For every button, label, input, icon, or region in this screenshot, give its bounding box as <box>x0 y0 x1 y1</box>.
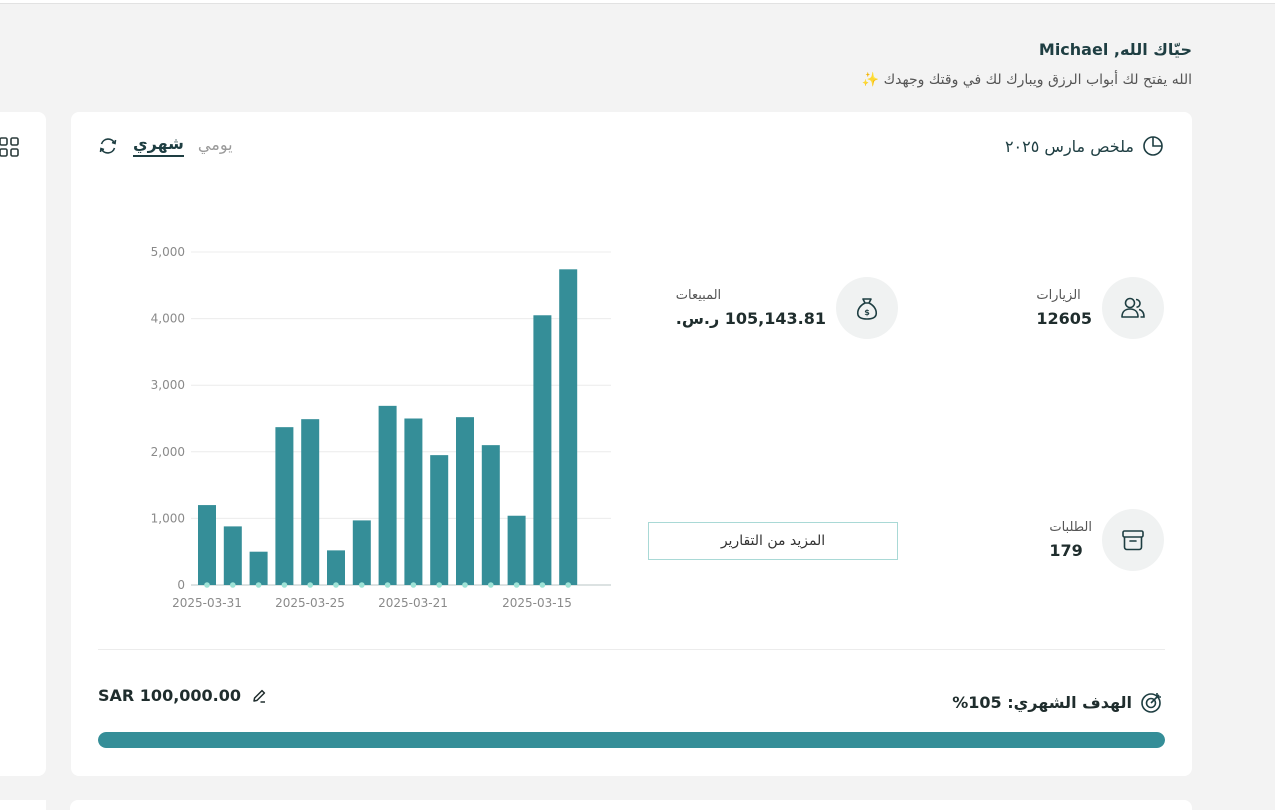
bar-marker <box>255 582 262 588</box>
chart-bar <box>481 445 500 585</box>
chart-bar <box>352 520 371 585</box>
chart-bar <box>275 427 294 585</box>
visits-icon-circle <box>1102 277 1164 339</box>
stat-sales: $ المبيعات 105,143.81 ر.س. <box>676 277 898 339</box>
x-tick-label: 2025-03-25 <box>275 596 345 610</box>
y-tick-label: 3,000 <box>151 378 185 392</box>
sales-label: المبيعات <box>675 288 722 303</box>
tab-daily[interactable]: يومي <box>197 135 233 154</box>
y-tick-label: 1,000 <box>151 511 185 525</box>
y-tick-label: 5,000 <box>151 245 185 259</box>
bar-marker <box>281 582 288 588</box>
archive-box-icon <box>1122 530 1144 551</box>
bar-marker <box>539 582 546 588</box>
chart-bar <box>223 526 242 585</box>
chart-bar <box>327 550 345 585</box>
pencil-icon[interactable] <box>251 688 267 704</box>
goal-progress-fill <box>98 732 1165 748</box>
chart-bar <box>430 455 449 585</box>
sales-value: 105,143.81 ر.س. <box>675 309 826 328</box>
bar-marker <box>488 582 494 588</box>
y-tick-label: 0 <box>177 578 185 592</box>
goal-progress-bar <box>98 732 1165 748</box>
stat-orders: الطلبات 179 <box>1049 509 1164 571</box>
y-tick-label: 2,000 <box>151 445 185 459</box>
orders-label: الطلبات <box>1049 520 1092 535</box>
bar-marker <box>513 582 520 588</box>
summary-card: ملخص مارس ٢٠٢٥ شهري يومي الزيارات 12605 <box>71 112 1192 776</box>
greeting-title: حيّاك الله, Michael <box>1038 40 1192 59</box>
bar-marker <box>410 582 417 588</box>
visits-value: 12605 <box>1036 309 1092 328</box>
target-icon <box>1141 693 1161 713</box>
orders-icon-circle <box>1102 509 1164 571</box>
sales-icon-circle: $ <box>836 277 898 339</box>
chart-bar <box>249 551 268 585</box>
x-tick-label: 2025-03-15 <box>502 596 572 610</box>
x-tick-label: 2025-03-31 <box>172 596 242 610</box>
sales-bar-chart: 0 1,000 2,000 3,000 4,000 5,000 2025-03-31 2025… <box>151 245 611 610</box>
tab-monthly[interactable]: شهري <box>133 134 184 157</box>
next-side-card-edge <box>0 800 46 810</box>
bar-marker <box>384 582 391 588</box>
chart-bar <box>301 419 320 585</box>
chart-bar <box>378 405 397 585</box>
bar-marker <box>359 582 365 588</box>
monthly-goal-row: الهدف الشهري: 105% <box>952 690 1164 714</box>
side-card <box>0 112 46 776</box>
target-amount-row: SAR 100,000.00 <box>98 686 267 705</box>
pie-chart-icon <box>1143 136 1163 156</box>
chart-bar <box>533 315 552 585</box>
chart-bar <box>198 505 216 585</box>
grid-icon[interactable] <box>0 136 20 158</box>
chart-bar <box>404 418 423 585</box>
bar-marker <box>307 582 313 588</box>
bar-marker <box>565 582 571 588</box>
bar-marker <box>436 582 443 588</box>
orders-value: 179 <box>1049 541 1083 560</box>
users-icon <box>1121 297 1145 318</box>
next-card-edge <box>70 800 1192 810</box>
chart-bar <box>559 269 578 585</box>
x-tick-label: 2025-03-21 <box>378 596 448 610</box>
bar-marker <box>462 582 468 588</box>
period-tabs: شهري يومي <box>97 134 233 157</box>
stat-visits: الزيارات 12605 <box>1036 277 1164 339</box>
greeting-subtitle: الله يفتح لك أبواب الرزق ويبارك لك في وق… <box>861 72 1192 88</box>
chart-bar <box>456 417 474 585</box>
target-amount: SAR 100,000.00 <box>98 686 242 705</box>
money-bag-icon: $ <box>856 298 878 320</box>
bar-marker <box>230 582 236 588</box>
y-tick-label: 4,000 <box>151 312 185 326</box>
chart-bar <box>507 515 526 585</box>
top-border <box>0 0 1275 4</box>
more-reports-button[interactable]: المزيد من التقارير <box>648 522 898 560</box>
summary-header: ملخص مارس ٢٠٢٥ <box>1005 135 1164 157</box>
summary-title: ملخص مارس ٢٠٢٥ <box>1004 136 1134 156</box>
visits-label: الزيارات <box>1036 288 1081 303</box>
bar-marker <box>204 582 210 588</box>
refresh-icon[interactable] <box>97 135 119 157</box>
svg-text:$: $ <box>864 308 870 317</box>
bar-marker <box>333 582 339 588</box>
divider <box>98 649 1165 650</box>
monthly-goal-label: الهدف الشهري: 105% <box>952 692 1132 712</box>
